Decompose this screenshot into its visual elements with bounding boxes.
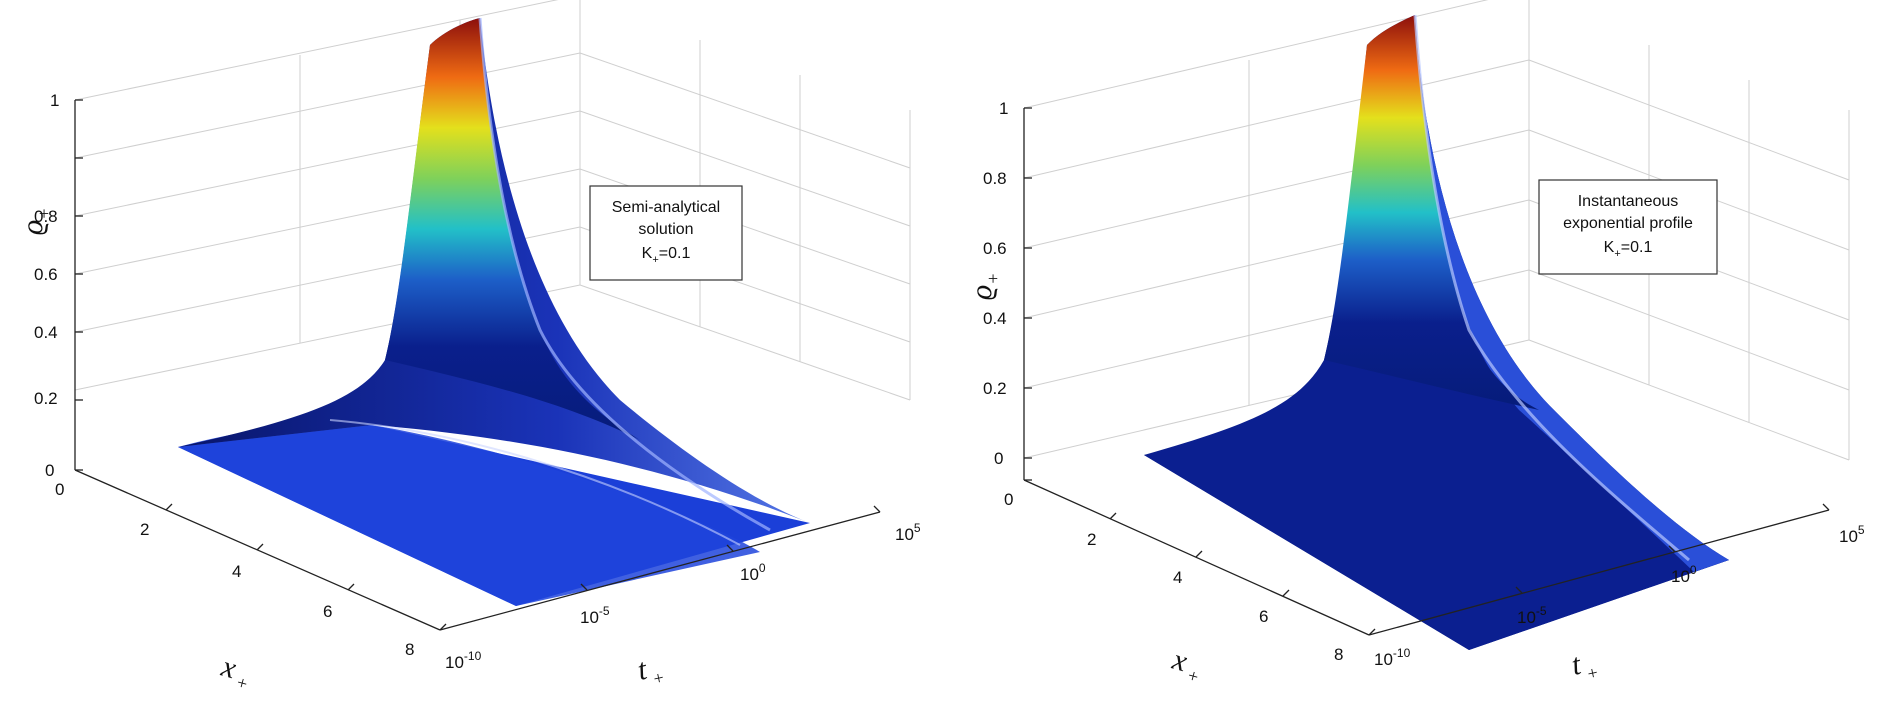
annotation-line: Instantaneous <box>1578 193 1679 210</box>
x-tick-label: 2 <box>1087 530 1096 549</box>
x-tick-labels: 0 2 4 6 8 <box>55 480 414 659</box>
t-tick-label: 105 <box>895 521 921 544</box>
annotation-line: Semi-analytical <box>612 199 720 216</box>
surface-inner-region <box>178 423 760 606</box>
z-axis-label: ϱ+ <box>16 208 54 235</box>
x-tick-label: 2 <box>140 520 149 539</box>
t-tick-label: 100 <box>740 561 766 584</box>
surface-peak <box>385 18 640 440</box>
tick-marks <box>75 99 881 631</box>
t-tick-labels: 10-10 10-5 100 105 <box>1374 523 1865 669</box>
t-tick-label: 100 <box>1671 563 1697 586</box>
annotation-line: solution <box>638 221 693 238</box>
x-tick-label: 0 <box>55 480 64 499</box>
surface-floor-ridge-line <box>329 419 741 546</box>
surface-peak-highlight <box>478 17 771 532</box>
x-tick-labels: 0 2 4 6 8 <box>1004 490 1343 664</box>
annotation-k-value: K+=0.1 <box>642 245 691 266</box>
t-tick-label: 10-5 <box>580 604 610 627</box>
z-tick-label: 0.2 <box>983 379 1007 398</box>
t-tick-label: 10-10 <box>1374 646 1411 669</box>
surface-peak-highlight <box>1413 14 1690 562</box>
x-tick-label: 8 <box>1334 645 1343 664</box>
x-tick-label: 0 <box>1004 490 1013 509</box>
z-tick-label: 0 <box>45 461 54 480</box>
x-tick-label: 4 <box>1173 568 1182 587</box>
z-axis-label: ϱ+ <box>965 273 1003 300</box>
t-tick-labels: 10-10 10-5 100 105 <box>445 521 921 672</box>
z-tick-labels: 0 0.2 0.4 0.6 0.8 1 <box>983 99 1008 468</box>
axis-lines <box>1023 108 1830 636</box>
x-tick-label: 8 <box>405 640 414 659</box>
z-tick-labels: 0 0.2 0.4 0.6 0.8 1 <box>34 91 59 480</box>
z-tick-label: 0 <box>994 449 1003 468</box>
x-tick-label: 6 <box>323 602 332 621</box>
annotation-box: Instantaneous exponential profile K+=0.1 <box>1538 179 1718 275</box>
z-tick-label: 0.6 <box>34 265 58 284</box>
z-tick-label: 0.8 <box>34 207 58 226</box>
x-axis-label: x+ <box>216 650 255 695</box>
chart-panel-semi-analytical: 0 0.2 0.4 0.6 0.8 1 0 2 4 6 8 10-10 10-5… <box>16 0 921 695</box>
annotation-box: Semi-analytical solution K+=0.1 <box>589 185 743 281</box>
annotation-line: exponential profile <box>1563 215 1693 232</box>
tick-marks <box>1024 107 1830 636</box>
surface-chart-right: 0 0.2 0.4 0.6 0.8 1 0 2 4 6 8 10-10 10-5… <box>965 0 1865 688</box>
t-axis-label: t+ <box>1569 644 1601 686</box>
z-tick-label: 1 <box>50 91 59 110</box>
t-tick-label: 10-10 <box>445 649 482 672</box>
z-tick-label: 0.6 <box>983 239 1007 258</box>
z-tick-label: 0.8 <box>983 169 1007 188</box>
t-axis-label: t+ <box>635 649 667 691</box>
surface-chart-left: 0 0.2 0.4 0.6 0.8 1 0 2 4 6 8 10-10 10-5… <box>16 0 921 695</box>
z-tick-label: 0.4 <box>34 323 58 342</box>
surface-peak <box>1324 15 1539 410</box>
x-tick-label: 4 <box>232 562 241 581</box>
x-axis-label: x+ <box>1167 643 1206 688</box>
z-tick-label: 1 <box>999 99 1008 118</box>
t-tick-label: 105 <box>1839 523 1865 546</box>
z-tick-label: 0.2 <box>34 389 58 408</box>
annotation-k-value: K+=0.1 <box>1604 239 1653 260</box>
z-tick-label: 0.4 <box>983 309 1007 328</box>
t-tick-label: 10-5 <box>1517 604 1547 627</box>
x-tick-label: 6 <box>1259 607 1268 626</box>
chart-panel-instantaneous: 0 0.2 0.4 0.6 0.8 1 0 2 4 6 8 10-10 10-5… <box>949 0 1898 701</box>
